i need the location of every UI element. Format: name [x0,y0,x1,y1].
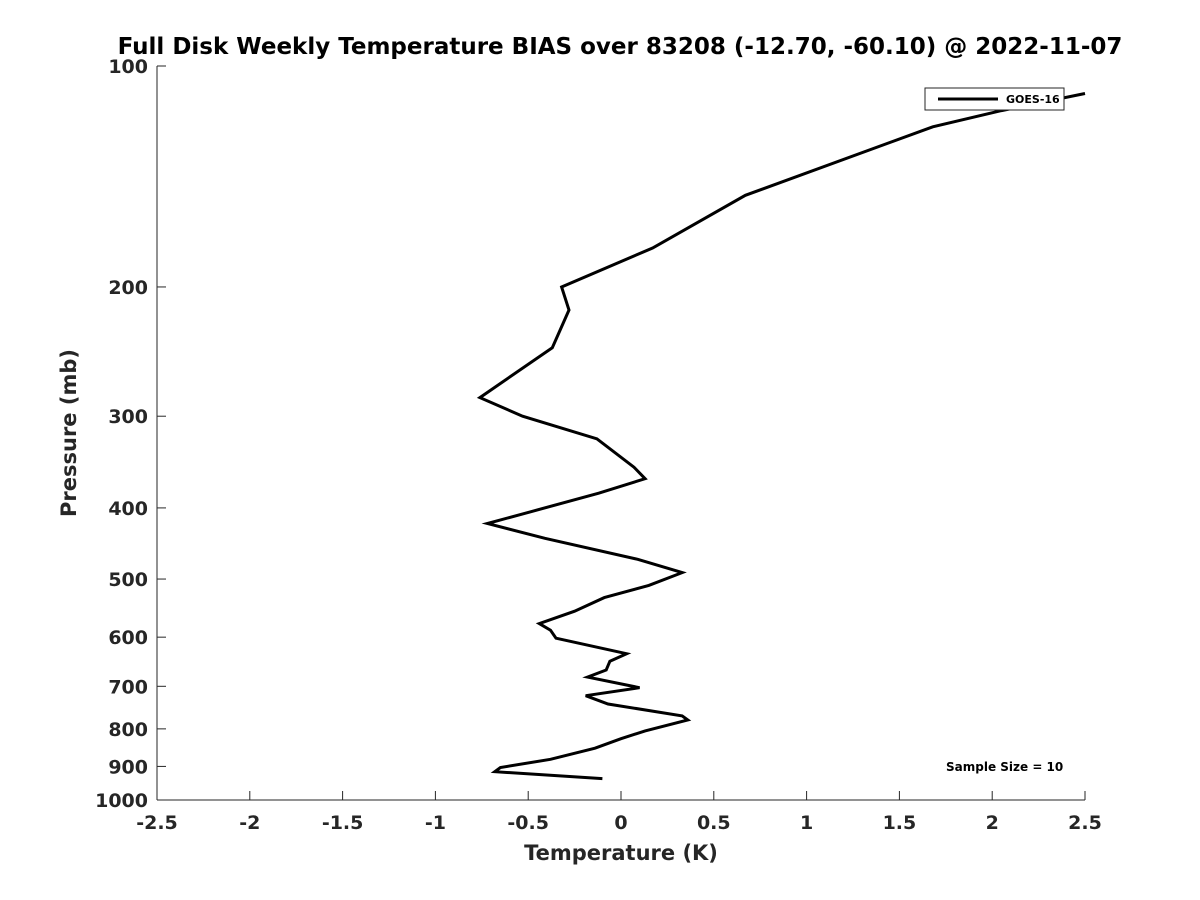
series-layer [476,92,1086,781]
x-tick-label: -2.5 [136,812,178,834]
y-tick-label: 100 [108,56,148,78]
series-line-goes-16 [476,92,1086,781]
y-tick-label: 400 [108,498,148,520]
legend: GOES-16 [924,87,1065,111]
x-tick-label: -1.5 [322,812,364,834]
y-tick-label: 500 [108,569,148,591]
legend-label-goes-16: GOES-16 [1006,93,1060,106]
x-tick-label: 1 [800,812,813,834]
x-tick-label: -0.5 [507,812,549,834]
y-axis-ticks: 100 200 300 400 500 600 700 800 900 1000 [95,56,166,812]
y-tick-label: 900 [108,756,148,778]
y-tick-label: 600 [108,627,148,649]
sample-size-annotation: Sample Size = 10 [946,760,1063,774]
y-tick-label: 700 [108,676,148,698]
x-tick-label: 0.5 [697,812,731,834]
x-tick-label: -1 [425,812,446,834]
y-tick-label: 300 [108,406,148,428]
y-tick-label: 1000 [95,790,148,812]
y-axis-label: Pressure (mb) [57,349,81,517]
x-tick-label: 1.5 [883,812,917,834]
y-tick-label: 200 [108,277,148,299]
x-tick-label: 2.5 [1068,812,1102,834]
x-tick-label: 0 [614,812,627,834]
chart-title: Full Disk Weekly Temperature BIAS over 8… [118,34,1123,60]
x-axis-label: Temperature (K) [524,841,718,865]
x-tick-label: 2 [986,812,999,834]
y-tick-label: 800 [108,719,148,741]
x-axis-ticks: -2.5 -2 -1.5 -1 -0.5 0 0.5 1 1.5 2 2.5 [136,791,1102,834]
x-tick-label: -2 [239,812,260,834]
